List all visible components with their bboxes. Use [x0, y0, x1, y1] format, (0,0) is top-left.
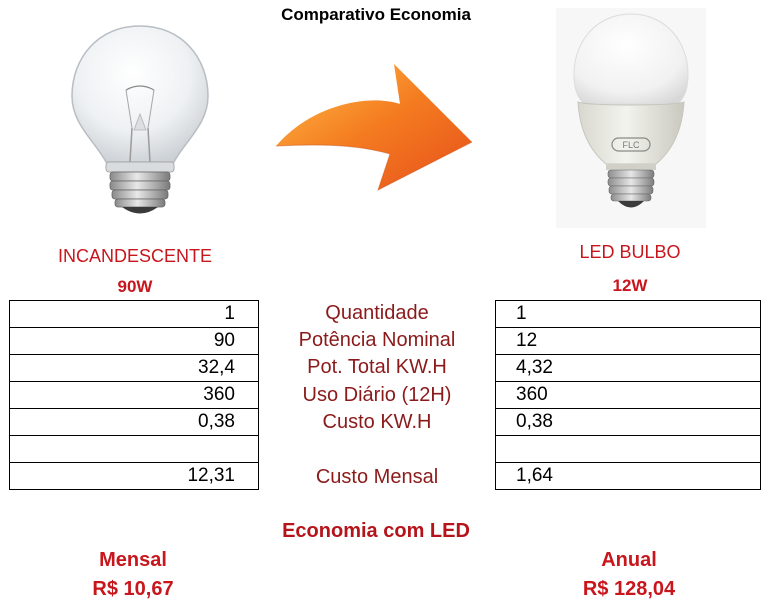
- row-label-kwh-cost: Custo KW.H: [322, 411, 432, 433]
- table-cell: 0,38: [495, 408, 761, 436]
- table-cell: 0,38: [9, 408, 259, 436]
- table-cell: 4,32: [495, 354, 761, 382]
- monthly-label: Mensal: [99, 549, 167, 571]
- table-cell: 1: [495, 300, 761, 328]
- row-label-total-power: Pot. Total KW.H: [307, 356, 447, 378]
- table-cell: 1,64: [495, 462, 761, 490]
- table-cell: 360: [9, 381, 259, 409]
- table-cell: 12: [495, 327, 761, 355]
- annual-savings-value: R$ 128,04: [582, 578, 676, 600]
- led-wattage: 12W: [612, 276, 648, 295]
- incandescent-label: INCANDESCENTE: [57, 246, 213, 266]
- economy-title: Economia com LED: [282, 520, 470, 542]
- table-cell: 32,4: [9, 354, 259, 382]
- annual-label: Anual: [601, 549, 657, 571]
- brand-mark: FLC: [622, 140, 640, 150]
- table-cell: 360: [495, 381, 761, 409]
- monthly-savings-value: R$ 10,67: [92, 578, 174, 600]
- incandescent-values-table: 1 90 32,4 360 0,38 12,31: [9, 300, 259, 490]
- incandescent-wattage: 90W: [117, 277, 153, 296]
- table-cell: [495, 435, 761, 463]
- led-label: LED BULBO: [579, 242, 681, 262]
- table-cell: 90: [9, 327, 259, 355]
- led-values-table: 1 12 4,32 360 0,38 1,64: [495, 300, 761, 490]
- row-label-monthly-cost: Custo Mensal: [315, 466, 439, 488]
- table-cell: 1: [9, 300, 259, 328]
- row-label-nominal-power: Potência Nominal: [298, 329, 456, 351]
- row-label-daily-use: Uso Diário (12H): [302, 384, 452, 406]
- row-label-quantity: Quantidade: [325, 302, 429, 324]
- incandescent-bulb-image: [71, 25, 209, 214]
- led-bulb-image: FLC: [556, 8, 706, 228]
- arrow-right-icon: [275, 64, 473, 192]
- table-cell: 12,31: [9, 462, 259, 490]
- table-cell: [9, 435, 259, 463]
- page-title: Comparativo Economia: [281, 5, 471, 24]
